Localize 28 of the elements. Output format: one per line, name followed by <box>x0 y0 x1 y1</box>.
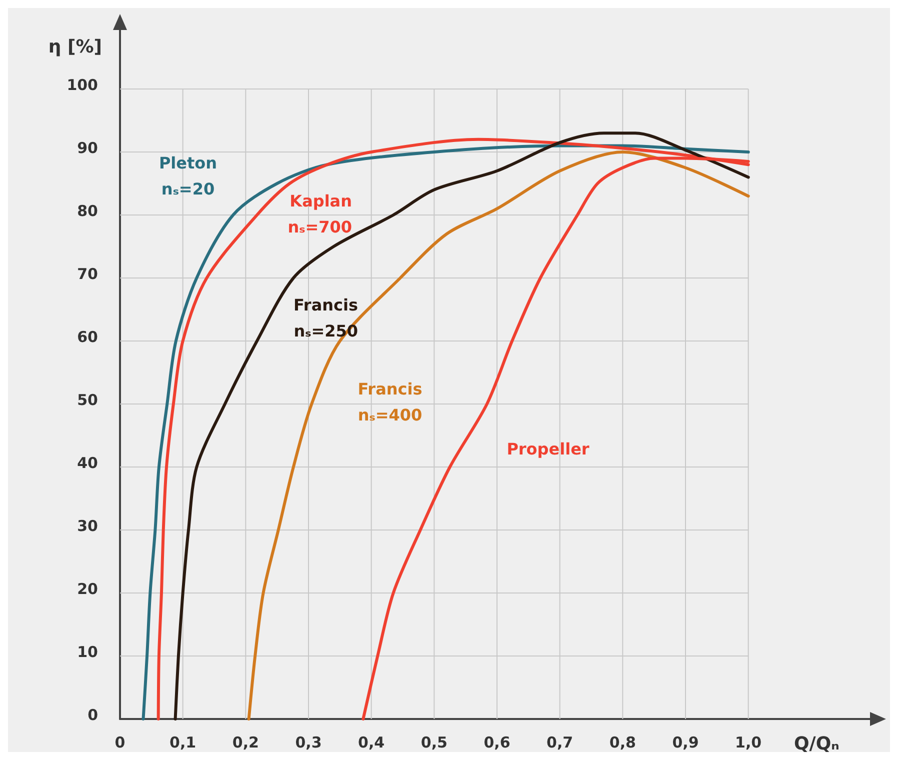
y-tick-label: 40 <box>77 454 98 472</box>
x-axis-title: Q/Qₙ <box>794 734 840 754</box>
x-tick-label: 0,5 <box>420 734 448 752</box>
y-tick-label: 60 <box>77 328 98 346</box>
y-tick-label: 90 <box>77 139 98 157</box>
y-tick-label: 30 <box>77 517 98 535</box>
y-tick-label: 80 <box>77 202 98 220</box>
y-tick-label: 20 <box>77 580 98 598</box>
y-tick-label: 100 <box>66 76 98 94</box>
series-label: Kaplan nₛ=700 <box>288 192 352 236</box>
x-tick-label: 0,8 <box>609 734 636 752</box>
y-axis-title: η [%] <box>48 36 102 58</box>
x-tick-label: 0,7 <box>546 734 574 752</box>
text: Propeller <box>506 440 590 458</box>
y-tick-label: 50 <box>77 391 98 409</box>
series-label: Pleton nₛ=20 <box>158 154 218 198</box>
y-tick-label: 70 <box>77 265 98 283</box>
x-tick-label: 0,4 <box>358 734 385 752</box>
x-tick-label: 1,0 <box>735 734 762 752</box>
y-tick-label: 10 <box>77 643 98 661</box>
x-tick-label: 0,6 <box>484 734 510 752</box>
x-tick-label: 0,2 <box>232 734 259 752</box>
x-tick-label: 0 <box>114 734 126 752</box>
y-tick-label: 0 <box>88 706 98 724</box>
x-tick-label: 0,1 <box>170 734 196 752</box>
x-tick-label: 0,9 <box>672 734 699 752</box>
x-tick-label: 0,3 <box>295 734 322 752</box>
text: Francis nₛ=400 <box>358 380 422 424</box>
